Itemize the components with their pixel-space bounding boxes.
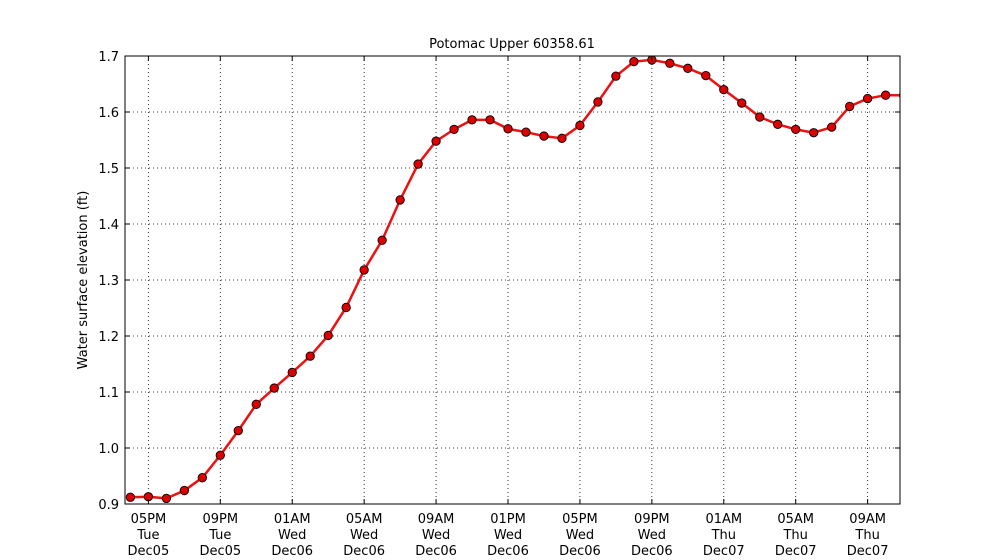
data-point	[845, 101, 855, 112]
data-point	[215, 450, 225, 460]
x-tick-label: Thu	[854, 528, 879, 543]
series-line	[130, 58, 900, 500]
data-point	[485, 115, 495, 125]
data-point	[737, 98, 747, 108]
chart-title: Potomac Upper 60358.61	[429, 37, 595, 52]
data-point	[251, 399, 261, 409]
data-point	[575, 120, 585, 131]
y-tick-label: 0.9	[98, 498, 119, 513]
y-tick-label: 1.3	[98, 274, 119, 289]
y-axis-label: Water surface elevation (ft)	[76, 191, 91, 370]
data-point	[125, 492, 136, 502]
x-tick-label: Tue	[208, 528, 231, 543]
data-point	[827, 122, 837, 132]
x-tick-label: Tue	[136, 528, 159, 543]
data-point	[880, 90, 891, 100]
data-point	[521, 127, 531, 137]
x-tick-label: 09AM	[418, 512, 455, 527]
x-tick-label: 05PM	[562, 512, 598, 527]
x-tick-label: Dec05	[199, 544, 241, 559]
series-group	[125, 56, 900, 504]
x-tick-label: Dec07	[847, 544, 889, 559]
x-tick-label: Dec06	[559, 544, 601, 559]
x-tick-label: 09AM	[849, 512, 886, 527]
y-tick-label: 1.5	[98, 162, 119, 177]
x-tick-label: 01PM	[490, 512, 526, 527]
data-point	[719, 84, 729, 95]
data-point	[683, 63, 693, 73]
x-tick-label: Wed	[278, 528, 306, 543]
data-point	[233, 425, 243, 436]
data-point	[701, 70, 711, 81]
x-tick-label: 09PM	[202, 512, 238, 527]
data-point	[898, 92, 900, 99]
data-point	[395, 195, 405, 205]
x-tick-label: 05PM	[131, 512, 167, 527]
y-tick-label: 1.7	[98, 50, 119, 65]
x-tick-label: Dec07	[703, 544, 745, 559]
grid	[125, 56, 900, 504]
data-point	[503, 124, 513, 134]
x-tick-label: Dec06	[487, 544, 529, 559]
y-axis: 0.9 1.0 1.1 1.2 1.3 1.4 1.5 1.6 1.7	[98, 50, 900, 513]
x-axis: 05PMTueDec0509PMTueDec0501AMWedDec0605AM…	[128, 56, 889, 559]
data-point	[197, 473, 207, 483]
x-tick-label: Thu	[711, 528, 736, 543]
data-point	[629, 56, 639, 67]
y-tick-label: 1.1	[98, 386, 119, 401]
series-layer	[125, 56, 900, 504]
x-tick-label: Dec06	[271, 544, 313, 559]
data-point	[449, 124, 459, 135]
data-point	[287, 367, 297, 378]
x-tick-label: Dec06	[415, 544, 457, 559]
x-tick-label: Dec06	[631, 544, 673, 559]
data-point	[539, 131, 549, 141]
data-point	[305, 351, 315, 361]
data-point	[665, 58, 675, 68]
data-point	[413, 159, 423, 169]
data-point	[323, 330, 333, 341]
data-point	[377, 235, 387, 245]
x-tick-label: 09PM	[634, 512, 670, 527]
x-tick-label: Dec05	[128, 544, 170, 559]
x-tick-label: Wed	[494, 528, 522, 543]
y-tick-label: 1.2	[98, 330, 119, 345]
x-tick-label: Wed	[638, 528, 666, 543]
y-tick-label: 1.0	[98, 442, 119, 457]
x-tick-label: 05AM	[346, 512, 383, 527]
data-point	[611, 71, 621, 81]
x-tick-label: Thu	[782, 528, 807, 543]
y-tick-label: 1.6	[98, 106, 119, 121]
data-point	[755, 112, 765, 122]
data-point	[179, 485, 189, 496]
x-tick-label: Wed	[566, 528, 594, 543]
data-point	[467, 115, 477, 125]
data-point	[341, 302, 351, 313]
x-tick-label: 01AM	[705, 512, 742, 527]
data-point	[773, 119, 783, 129]
x-tick-label: 05AM	[777, 512, 814, 527]
data-point	[161, 493, 172, 504]
data-point	[862, 93, 873, 104]
x-tick-label: 01AM	[274, 512, 311, 527]
x-tick-label: Wed	[422, 528, 450, 543]
x-tick-label: Dec07	[775, 544, 817, 559]
data-point	[557, 133, 567, 143]
data-point	[359, 265, 369, 275]
y-tick-label: 1.4	[98, 218, 119, 233]
data-point	[791, 124, 801, 135]
data-point	[269, 383, 279, 393]
data-point	[593, 97, 603, 107]
data-point	[431, 136, 441, 146]
data-point	[809, 128, 819, 138]
x-tick-label: Dec06	[343, 544, 385, 559]
x-tick-label: Wed	[350, 528, 378, 543]
